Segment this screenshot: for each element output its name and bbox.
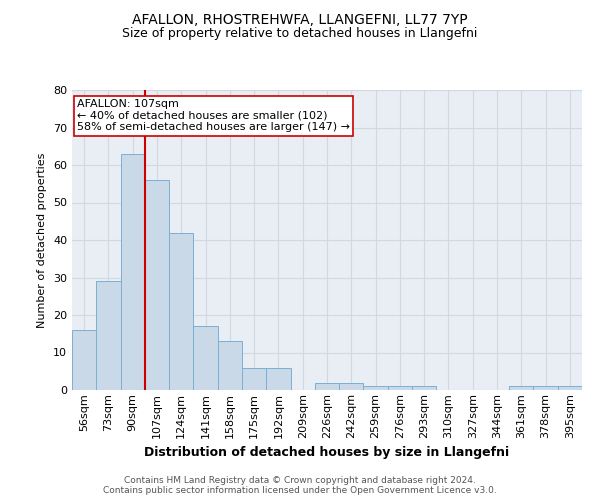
Bar xyxy=(412,386,436,390)
Text: AFALLON: 107sqm
← 40% of detached houses are smaller (102)
58% of semi-detached : AFALLON: 107sqm ← 40% of detached houses… xyxy=(77,99,350,132)
Bar xyxy=(558,386,582,390)
Bar xyxy=(193,326,218,390)
Bar xyxy=(364,386,388,390)
Bar xyxy=(315,382,339,390)
Bar xyxy=(121,154,145,390)
Text: AFALLON, RHOSTREHWFA, LLANGEFNI, LL77 7YP: AFALLON, RHOSTREHWFA, LLANGEFNI, LL77 7Y… xyxy=(132,12,468,26)
Y-axis label: Number of detached properties: Number of detached properties xyxy=(37,152,47,328)
Bar xyxy=(218,341,242,390)
Bar xyxy=(533,386,558,390)
Bar xyxy=(145,180,169,390)
Bar xyxy=(388,386,412,390)
Bar xyxy=(96,281,121,390)
Bar xyxy=(169,232,193,390)
Bar xyxy=(72,330,96,390)
Text: Size of property relative to detached houses in Llangefni: Size of property relative to detached ho… xyxy=(122,28,478,40)
Bar xyxy=(339,382,364,390)
Bar xyxy=(509,386,533,390)
Bar xyxy=(266,368,290,390)
Text: Contains HM Land Registry data © Crown copyright and database right 2024.
Contai: Contains HM Land Registry data © Crown c… xyxy=(103,476,497,495)
X-axis label: Distribution of detached houses by size in Llangefni: Distribution of detached houses by size … xyxy=(145,446,509,459)
Bar xyxy=(242,368,266,390)
